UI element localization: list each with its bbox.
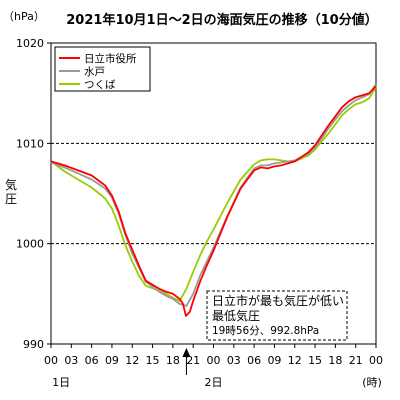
x-tick-label: 12 [125, 354, 139, 367]
x-tick-label: 06 [85, 354, 99, 367]
x-tick-label: 00 [44, 354, 58, 367]
y-tick-label: 1010 [16, 137, 44, 150]
legend-label: 水戸 [84, 66, 105, 78]
x-tick-label: 21 [349, 354, 363, 367]
x-tick-label: 06 [247, 354, 261, 367]
x-tick-label: 18 [328, 354, 342, 367]
annotation-box [206, 290, 348, 341]
series-lines [50, 83, 377, 317]
x-tick-label: 09 [105, 354, 119, 367]
annotation-line: 日立市が最も気圧が低い [212, 293, 344, 308]
annotation-arrow-head [182, 348, 191, 357]
x-ticks: 00 03 06 09 12 15 18 21 00 03 06 09 12 15 18 21 00 1日 2日 [44, 344, 383, 389]
legend-label: つくば [84, 79, 116, 91]
y-axis-label: 気圧 [5, 177, 17, 206]
series-line [50, 85, 377, 317]
y-axis-label-char: 気 [5, 177, 17, 192]
x-tick-label: 00 [207, 354, 221, 367]
x-tick-label: 09 [267, 354, 281, 367]
chart-title: 2021年10月1日～2日の海面気圧の推移（10分値） [66, 12, 377, 28]
day-label: 1日 [52, 376, 70, 389]
legend-label: 日立市役所 [84, 52, 137, 65]
y-tick-label: 990 [23, 338, 44, 351]
series-line [50, 86, 377, 302]
x-tick-label: 21 [186, 354, 200, 367]
x-tick-label: 15 [308, 354, 322, 367]
annotation-line: 19時56分、992.8hPa [212, 325, 319, 337]
x-tick-label: 15 [146, 354, 160, 367]
gridlines [51, 142, 376, 245]
x-unit-label: (時) [362, 376, 382, 389]
x-tick-label: 03 [227, 354, 241, 367]
x-tick-label: 03 [64, 354, 78, 367]
y-ticks: 990 1000 1010 1020 [16, 37, 51, 351]
y-tick-label: 1020 [16, 37, 44, 50]
y-unit-label: （hPa） [3, 10, 45, 23]
x-tick-label: 00 [369, 354, 383, 367]
y-tick-label: 1000 [16, 238, 44, 251]
x-tick-label: 18 [166, 354, 180, 367]
x-tick-label: 12 [288, 354, 302, 367]
day-label: 2日 [205, 376, 223, 389]
y-axis-label-char: 圧 [5, 192, 17, 206]
annotation-line: 最低気圧 [212, 308, 260, 323]
